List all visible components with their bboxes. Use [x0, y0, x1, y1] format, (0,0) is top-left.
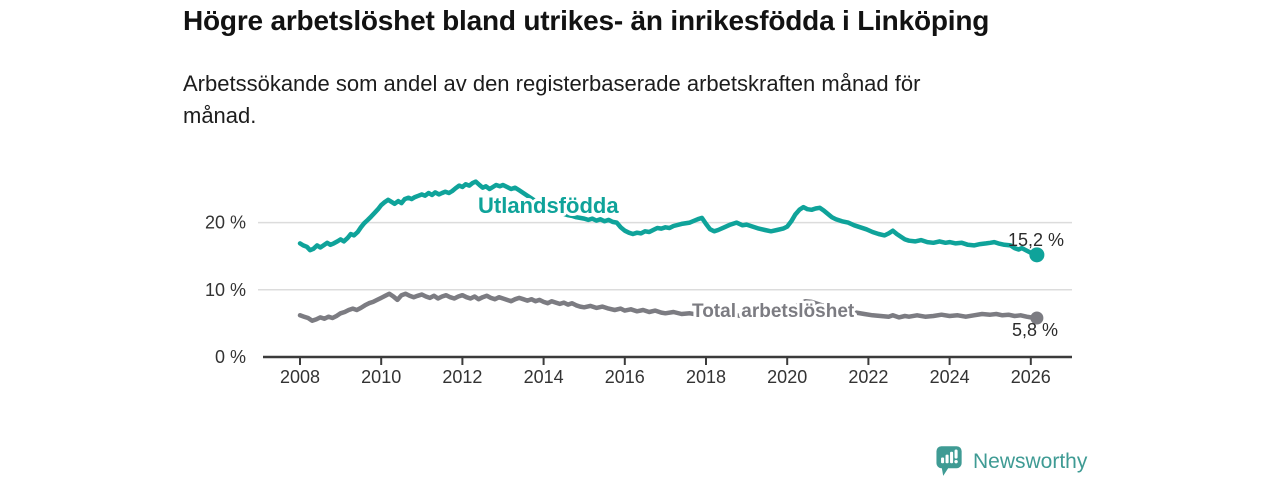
series-end-dot — [1030, 311, 1044, 325]
newsworthy-logo[interactable]: Newsworthy — [936, 445, 1087, 478]
newsworthy-wordmark: Newsworthy — [973, 449, 1088, 473]
x-tick-label: 2008 — [280, 367, 320, 387]
bar-chart-speech-bubble-icon — [936, 446, 962, 476]
page-title: Högre arbetslöshet bland utrikes- än inr… — [183, 5, 990, 36]
series-end-value-label: 15,2 % — [1008, 230, 1064, 250]
chart-subtitle-line1: Arbetssökande som andel av den registerb… — [183, 71, 921, 96]
series-inline-label: Total arbetslöshet — [692, 301, 855, 322]
series-line-utlandsfodda — [297, 179, 1040, 258]
series-inline-label: Utlandsfödda — [478, 193, 619, 218]
x-tick-label: 2026 — [1011, 367, 1051, 387]
x-tick-label: 2016 — [605, 367, 645, 387]
y-tick-label: 10 % — [205, 280, 246, 300]
y-tick-label: 0 % — [215, 347, 246, 367]
x-tick-label: 2020 — [767, 367, 807, 387]
y-tick-label: 20 % — [205, 213, 246, 233]
series-line-total — [297, 291, 1040, 323]
series-end-value-label: 5,8 % — [1012, 320, 1058, 340]
x-tick-label: 2018 — [686, 367, 726, 387]
x-tick-label: 2024 — [930, 367, 970, 387]
x-tick-label: 2010 — [361, 367, 401, 387]
x-tick-label: 2022 — [848, 367, 888, 387]
chart-subtitle: Arbetssökande som andel av den registerb… — [183, 68, 920, 132]
x-tick-label: 2014 — [524, 367, 564, 387]
x-tick-label: 2012 — [442, 367, 482, 387]
series-end-dot — [1029, 247, 1045, 263]
chart-subtitle-line2: månad. — [183, 103, 257, 128]
